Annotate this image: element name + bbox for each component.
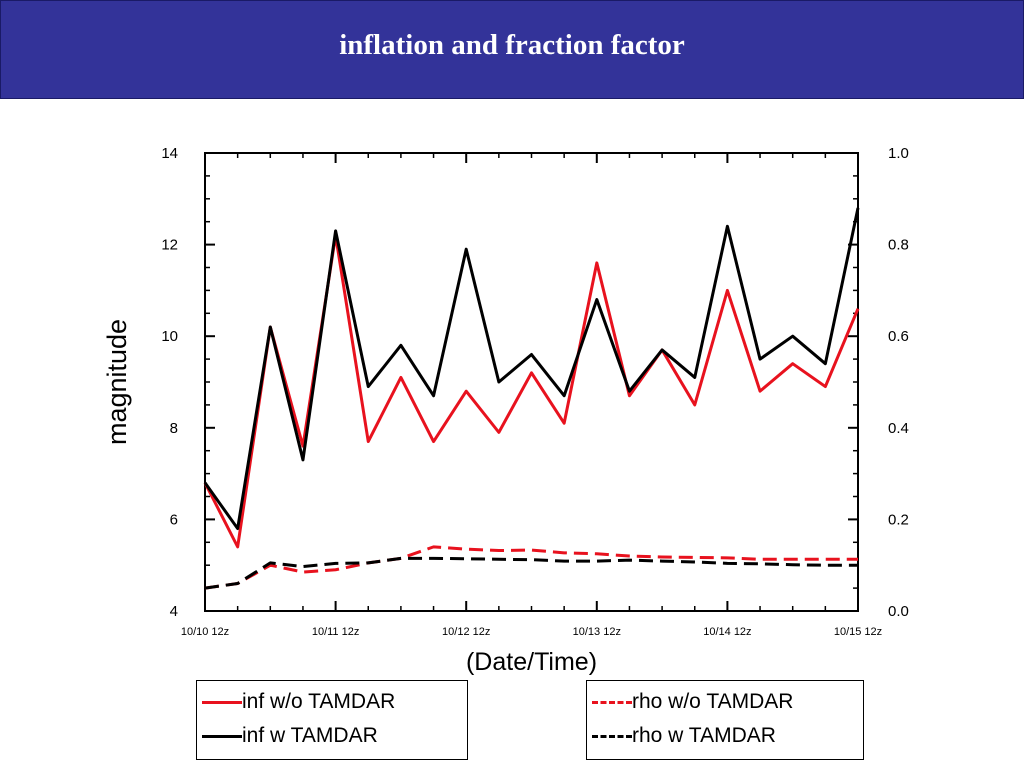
x-tick-label: 10/14 12z bbox=[703, 626, 751, 638]
legend-item-inf-wo: inf w/o TAMDAR bbox=[197, 687, 395, 717]
legend-swatch bbox=[592, 700, 632, 704]
y2-tick-label: 1.0 bbox=[888, 145, 909, 162]
y-tick-label: 14 bbox=[161, 145, 178, 162]
y2-tick-label: 0.2 bbox=[888, 511, 909, 528]
legend-swatch bbox=[202, 734, 242, 738]
legend-item-rho-wo: rho w/o TAMDAR bbox=[587, 687, 793, 717]
legend-item-rho-w: rho w TAMDAR bbox=[587, 721, 776, 751]
x-tick-label: 10/12 12z bbox=[442, 626, 490, 638]
y-tick-label: 8 bbox=[170, 420, 178, 437]
x-tick-label: 10/11 12z bbox=[312, 626, 360, 638]
y-tick-label: 4 bbox=[170, 603, 178, 620]
series-line-3 bbox=[204, 556, 858, 590]
series-line-2 bbox=[204, 545, 858, 590]
legend-right: rho w/o TAMDAR rho w TAMDAR bbox=[586, 680, 864, 760]
legend-label: inf w/o TAMDAR bbox=[242, 690, 396, 713]
x-tick-label: 10/13 12z bbox=[573, 626, 621, 638]
y-axis-label: magnitude bbox=[102, 319, 132, 445]
legend-swatch bbox=[202, 700, 242, 704]
legend-label: rho w/o TAMDAR bbox=[632, 690, 794, 713]
y2-tick-label: 0.6 bbox=[888, 328, 909, 345]
y-tick-label: 12 bbox=[161, 237, 178, 254]
y2-tick-label: 0.4 bbox=[888, 420, 909, 437]
plot-frame bbox=[204, 152, 859, 612]
x-tick-label: 10/15 12z bbox=[834, 626, 882, 638]
legend-item-inf-w: inf w TAMDAR bbox=[197, 721, 378, 751]
legend-label: rho w TAMDAR bbox=[632, 724, 776, 747]
title-banner: inflation and fraction factor bbox=[0, 0, 1024, 99]
series-line-0 bbox=[203, 233, 860, 549]
series-line-1 bbox=[203, 207, 860, 531]
y-tick-label: 10 bbox=[161, 328, 178, 345]
legend-label: inf w TAMDAR bbox=[242, 724, 378, 747]
y-tick-label: 6 bbox=[170, 511, 178, 528]
y2-tick-label: 0.0 bbox=[888, 603, 909, 620]
x-tick-label: 10/10 12z bbox=[181, 626, 229, 638]
legend-swatch bbox=[592, 734, 632, 738]
legend-left: inf w/o TAMDAR inf w TAMDAR bbox=[196, 680, 468, 760]
page-title: inflation and fraction factor bbox=[339, 29, 685, 61]
y2-tick-label: 0.8 bbox=[888, 237, 909, 254]
x-axis-label: (Date/Time) bbox=[466, 648, 597, 676]
